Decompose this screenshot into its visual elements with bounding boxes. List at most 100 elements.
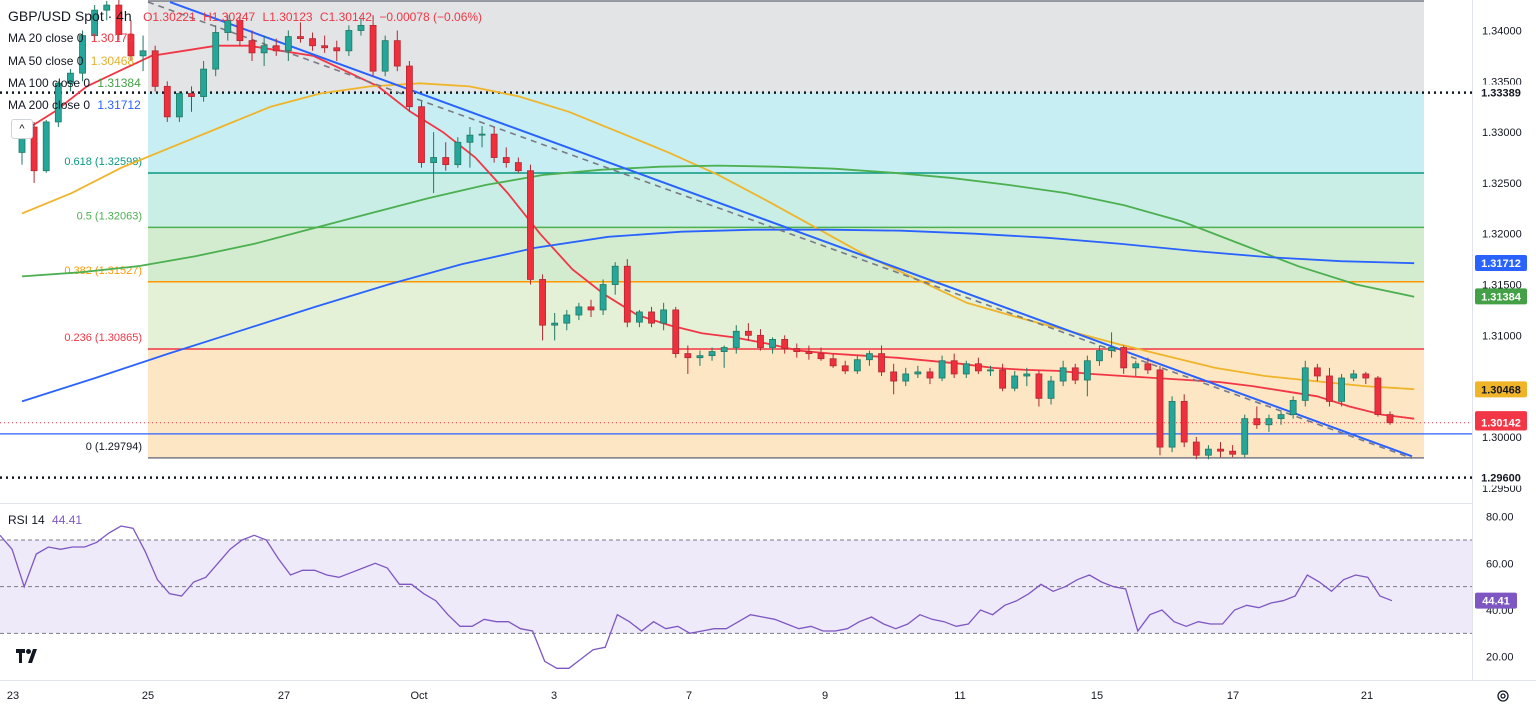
symbol-title[interactable]: GBP/USD Spot · 4h bbox=[8, 8, 132, 24]
candle-down bbox=[672, 309, 680, 355]
time-tick-label: 17 bbox=[1227, 690, 1239, 702]
legend-ma100[interactable]: MA 100 close 0 1.31384 bbox=[8, 74, 145, 92]
symbol-header: GBP/USD Spot · 4h O1.30221 H1.30247 L1.3… bbox=[8, 7, 486, 25]
candle-up bbox=[902, 373, 910, 382]
candle-down bbox=[817, 353, 825, 360]
ma-line-ma200 bbox=[21, 228, 1415, 403]
candle-up bbox=[224, 19, 232, 33]
candle-down bbox=[1035, 373, 1043, 399]
candle-up bbox=[769, 338, 776, 348]
candle-down bbox=[248, 40, 256, 54]
candle-up bbox=[853, 359, 861, 372]
candle-down bbox=[793, 348, 801, 352]
candle-down bbox=[684, 353, 692, 359]
candle-up bbox=[1023, 373, 1031, 377]
legend-ma100-label: MA 100 close 0 bbox=[8, 76, 91, 90]
legend-ma200[interactable]: MA 200 close 0 1.31712 bbox=[8, 96, 145, 114]
legend-ma200-label: MA 200 close 0 bbox=[8, 98, 91, 112]
price-tag-label: 1.31712 bbox=[1481, 258, 1521, 270]
candle-down bbox=[1313, 367, 1321, 377]
price-tick-label: 1.30000 bbox=[1482, 432, 1522, 444]
tradingview-logo-icon[interactable] bbox=[16, 648, 40, 664]
candle-down bbox=[1156, 369, 1164, 448]
candle-up bbox=[1168, 400, 1176, 448]
candle-down bbox=[829, 358, 837, 367]
price-tag-label: 1.30142 bbox=[1481, 418, 1521, 430]
collapse-legend-button[interactable]: ^ bbox=[11, 119, 33, 139]
candle-up bbox=[987, 369, 994, 372]
price-tick-label: 1.32000 bbox=[1482, 229, 1522, 241]
time-tick-label: 21 bbox=[1361, 690, 1373, 702]
candle-down bbox=[236, 19, 244, 42]
legend-ma20[interactable]: MA 20 close 0 1.30175 bbox=[8, 29, 138, 47]
legend-ma50[interactable]: MA 50 close 0 1.30468 bbox=[8, 52, 138, 70]
candle-up bbox=[478, 133, 486, 136]
candle-up bbox=[54, 82, 62, 123]
candle-up bbox=[1083, 360, 1091, 381]
candle-up bbox=[660, 309, 668, 324]
candle-up bbox=[1301, 367, 1309, 401]
candle-down bbox=[1120, 347, 1128, 369]
candle-down bbox=[490, 133, 498, 158]
fib-band-0.5 bbox=[148, 227, 1424, 282]
candle-down bbox=[115, 4, 123, 35]
candle-down bbox=[188, 93, 195, 97]
candle-down bbox=[1180, 400, 1188, 443]
legend-ma50-label: MA 50 close 0 bbox=[8, 54, 84, 68]
candle-down bbox=[841, 365, 849, 372]
candle-down bbox=[587, 306, 595, 311]
candle-up bbox=[563, 314, 571, 324]
candle-down bbox=[974, 363, 982, 372]
price-tick-label: 1.34000 bbox=[1482, 25, 1522, 37]
candle-down bbox=[163, 85, 171, 118]
candle-up bbox=[357, 25, 365, 31]
candle-up bbox=[67, 72, 74, 84]
fib-label-0.5: 0.5 (1.32063) bbox=[77, 210, 142, 222]
price-tag-box bbox=[1475, 84, 1527, 101]
candle-down bbox=[878, 353, 885, 373]
price-tag-box bbox=[1475, 381, 1527, 398]
candle-up bbox=[284, 36, 292, 52]
candle-up bbox=[914, 371, 922, 375]
candle-down bbox=[1192, 441, 1200, 456]
fib-band-0.236 bbox=[148, 349, 1424, 458]
legend-ma20-label: MA 20 close 0 bbox=[8, 31, 84, 45]
candle-down bbox=[527, 170, 534, 280]
rsi-tick-label: 80.00 bbox=[1486, 512, 1514, 524]
fib-band-0.618 bbox=[148, 172, 1424, 228]
candle-up bbox=[1059, 367, 1067, 382]
candle-up bbox=[1277, 414, 1285, 420]
price-tag-label: 1.33389 bbox=[1481, 88, 1521, 100]
price-tag-label: 1.31384 bbox=[1481, 291, 1522, 303]
candle-down bbox=[539, 279, 546, 326]
candle-down bbox=[127, 34, 135, 57]
gear-icon[interactable] bbox=[1496, 689, 1510, 703]
candle-up bbox=[575, 306, 583, 316]
legend-ma50-value: 1.30468 bbox=[90, 54, 135, 68]
rsi-legend[interactable]: RSI 14 44.41 bbox=[8, 513, 82, 527]
candle-up bbox=[91, 9, 99, 36]
legend-ma20-value: 1.30175 bbox=[90, 31, 135, 45]
time-tick-label: 9 bbox=[822, 690, 828, 702]
candle-down bbox=[999, 369, 1007, 389]
rsi-tick-label: 60.00 bbox=[1486, 558, 1514, 570]
price-tick-label: 1.32500 bbox=[1482, 178, 1522, 190]
candle-up bbox=[1047, 380, 1055, 399]
ma-line-ma50 bbox=[21, 82, 1415, 391]
candle-up bbox=[454, 141, 462, 166]
time-tick-label: 25 bbox=[142, 690, 154, 702]
price-tick-label: 1.33000 bbox=[1482, 127, 1522, 139]
candle-up bbox=[1265, 418, 1273, 426]
candle-down bbox=[1362, 373, 1370, 379]
candle-up bbox=[212, 32, 220, 70]
candle-up bbox=[345, 30, 353, 52]
rsi-tick-label: 20.00 bbox=[1486, 652, 1514, 664]
ohlc-change: −0.00078 (−0.06%) bbox=[379, 10, 483, 24]
candle-down bbox=[502, 157, 510, 163]
candle-down bbox=[1253, 418, 1261, 426]
candle-down bbox=[151, 50, 159, 87]
candle-down bbox=[297, 36, 304, 40]
candle-down bbox=[30, 126, 38, 172]
candle-up bbox=[611, 265, 619, 285]
